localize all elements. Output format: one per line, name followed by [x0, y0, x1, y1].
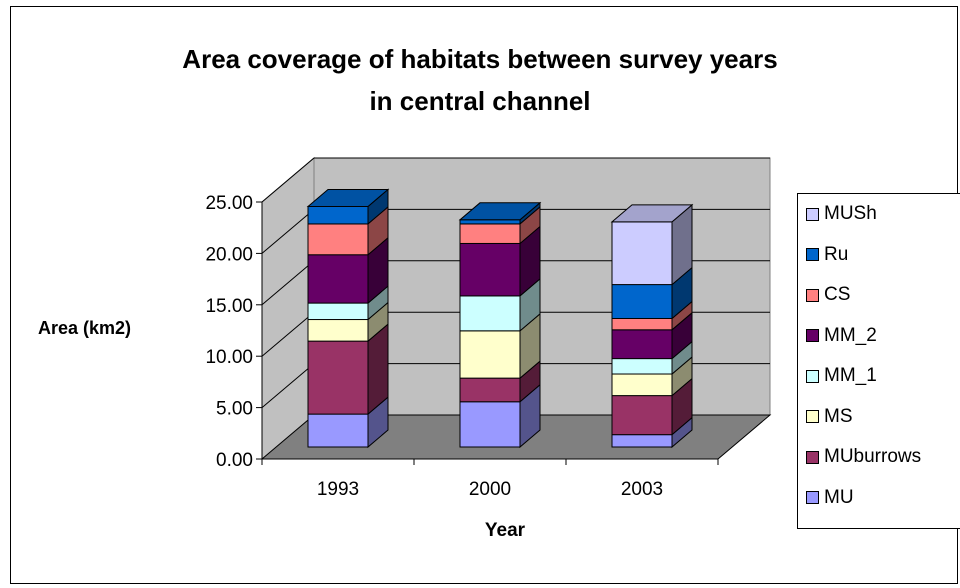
legend-item: MM_1 [806, 364, 877, 388]
gridline-side [261, 363, 315, 408]
chart-title: Area coverage of habitats between survey… [0, 38, 960, 122]
chart-title-line-1: Area coverage of habitats between survey… [182, 44, 778, 74]
legend-item: Ru [806, 243, 848, 267]
bar-CS-2003 [611, 318, 673, 331]
y-tick-label: 25.00 [205, 193, 253, 214]
bar-MS-2000 [459, 330, 521, 379]
bar-MUburrows-2003 [611, 395, 673, 436]
y-tick-label: 15.00 [205, 296, 253, 317]
legend-item: CS [806, 283, 850, 307]
legend-label: MU [824, 486, 854, 508]
legend-label: MUSh [824, 203, 877, 224]
x-tick-label: 2003 [621, 479, 663, 500]
legend: MUSh Ru CS MM_2 MM_1 MS MUburrows MU [797, 193, 960, 529]
bar-MM_2-2003 [611, 329, 673, 360]
legend-item: MUSh [806, 202, 877, 226]
y-axis-label: Area (km2) [38, 318, 132, 338]
bar-CS-2000 [459, 223, 521, 244]
legend-label: MUburrows [824, 446, 922, 467]
bar-MM_1-1993 [307, 302, 369, 321]
x-tick-label: 1993 [317, 479, 359, 500]
legend-label: MM_2 [824, 324, 877, 346]
bar-MM_2-1993 [307, 254, 369, 304]
bar-MU-2003 [611, 434, 673, 448]
bar-MM_1-2000 [459, 295, 521, 332]
legend-label: Ru [824, 243, 849, 265]
bar-Ru-2000 [459, 219, 521, 225]
bar-MU-2000 [459, 401, 521, 448]
gridline-side [261, 209, 315, 254]
legend-swatch [806, 248, 819, 261]
bar-MS-2003 [611, 373, 673, 397]
bar-CS-1993 [307, 223, 369, 256]
chart-title-line-2: in central channel [369, 86, 591, 116]
legend-swatch [806, 207, 819, 221]
legend-item: MUburrows [806, 445, 921, 469]
x-axis-label: Year [484, 520, 526, 541]
legend-label: MS [824, 405, 853, 427]
legend-item: MM_2 [806, 324, 877, 348]
y-tick-label: 5.00 [216, 399, 253, 420]
legend-swatch [806, 369, 819, 383]
legend-swatch [806, 410, 819, 423]
bar-stack-2000 [458, 201, 542, 449]
bar-Ru-2003 [611, 284, 673, 319]
bar-MUburrows-1993 [307, 340, 369, 415]
bar-top-1993 [306, 188, 390, 207]
y-tick-label: 20.00 [205, 244, 253, 265]
legend-item: MS [806, 405, 853, 429]
bar-MUSh-2003 [611, 221, 673, 286]
side-wall [261, 156, 315, 461]
bar-top-2003 [610, 204, 694, 223]
y-tick-label: 0.00 [216, 450, 253, 471]
legend-swatch [806, 329, 819, 342]
bar-MM_2-2000 [459, 242, 521, 297]
legend-label: CS [824, 284, 851, 305]
legend-item: MU [806, 486, 854, 510]
bar-MUburrows-2000 [459, 377, 521, 403]
bar-Ru-1993 [307, 205, 369, 225]
bar-MM_1-2003 [611, 358, 673, 375]
y-tick-label: 10.00 [205, 347, 253, 368]
gridline-side [261, 260, 315, 306]
gridline-side [261, 157, 315, 203]
bar-stack-2003 [610, 203, 694, 449]
bar-top-2000 [458, 202, 542, 221]
bar-stack-1993 [306, 188, 390, 449]
legend-swatch [806, 491, 819, 504]
legend-swatch [806, 288, 819, 302]
legend-label: MM_1 [824, 365, 877, 386]
gridline-side [261, 311, 315, 357]
x-tick-label: 2000 [469, 479, 511, 500]
bar-MS-1993 [307, 319, 369, 342]
bar-MU-1993 [307, 413, 369, 448]
legend-swatch [806, 450, 819, 464]
